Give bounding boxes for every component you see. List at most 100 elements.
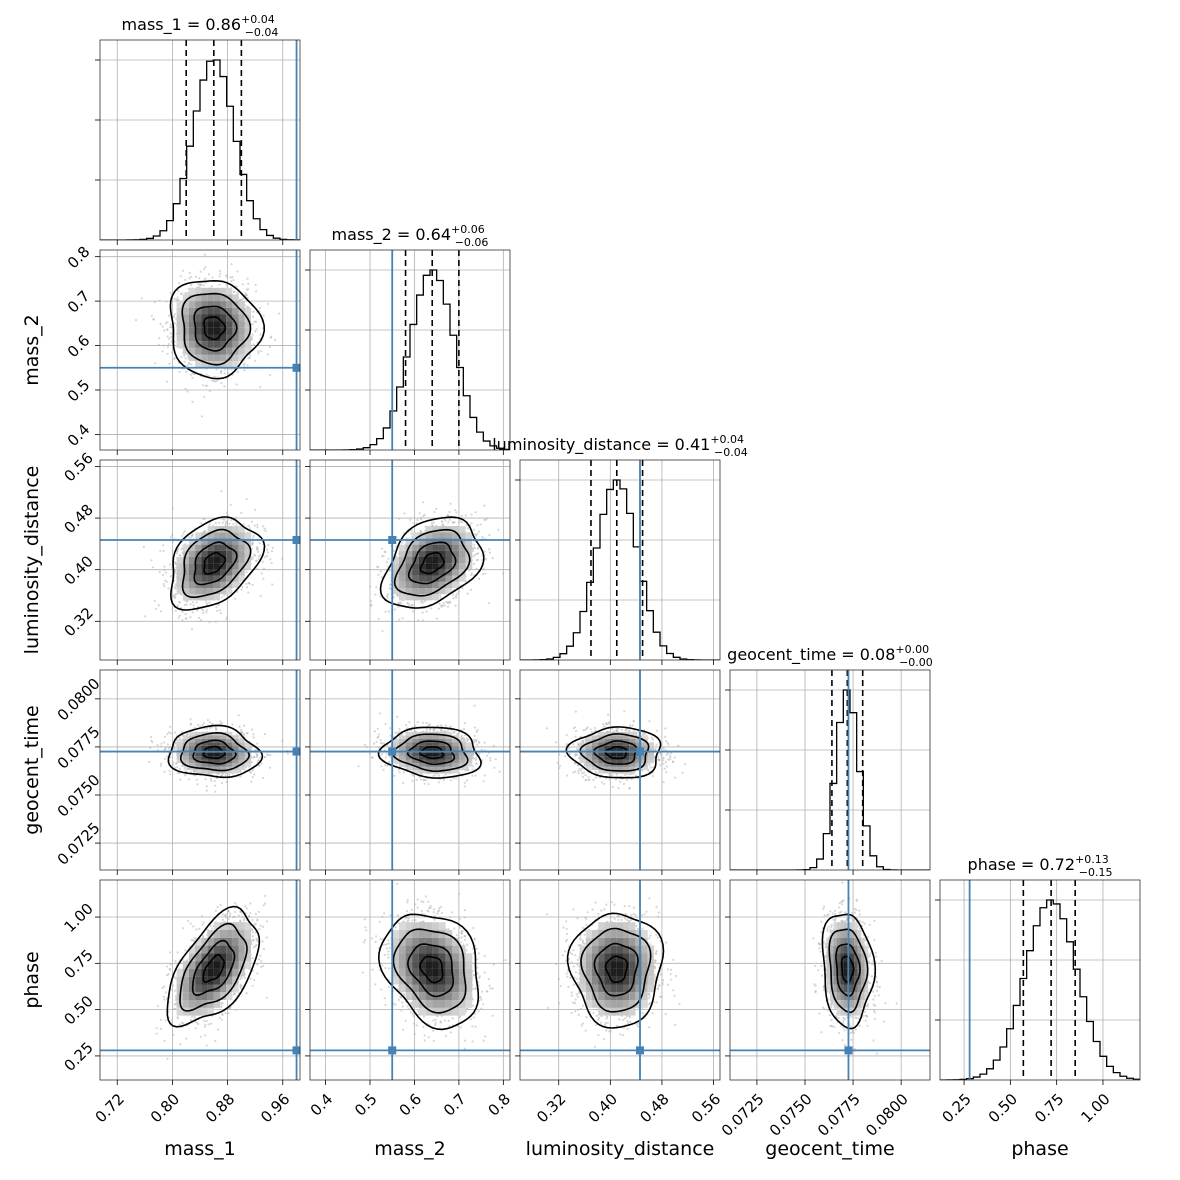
contour-line	[203, 551, 227, 575]
sample-point	[198, 277, 201, 280]
density-cell	[398, 563, 406, 570]
density-cell	[452, 581, 459, 588]
density-cell	[398, 550, 406, 557]
sample-point	[412, 522, 415, 525]
sample-point	[445, 600, 448, 604]
density-cell	[182, 307, 189, 315]
sample-point	[187, 354, 190, 357]
panel-frame	[99, 459, 301, 661]
sample-point	[419, 529, 422, 533]
density-cell	[195, 563, 202, 570]
sample-point	[248, 527, 252, 530]
sample-point	[169, 725, 172, 728]
sample-point	[190, 363, 193, 366]
sample-point	[420, 518, 423, 521]
sample-point	[187, 361, 190, 364]
density-cell	[226, 301, 233, 308]
sample-point	[155, 608, 158, 611]
density-cell	[398, 575, 406, 582]
density-cell	[207, 594, 214, 601]
sample-point	[246, 277, 249, 280]
density-cell	[405, 550, 413, 557]
sample-point	[476, 558, 479, 561]
density-cell	[213, 294, 220, 302]
sample-point	[177, 289, 180, 292]
density-cell	[195, 575, 202, 582]
density-cell	[465, 557, 473, 564]
sample-point	[184, 613, 187, 616]
sample-point	[167, 314, 170, 317]
density-cell	[244, 544, 251, 551]
density-cell	[438, 557, 446, 564]
density-cell	[195, 334, 202, 342]
sample-point	[218, 283, 221, 286]
sample-point	[479, 523, 482, 526]
sample-point	[380, 547, 384, 550]
contour-line	[393, 528, 471, 597]
sample-point	[452, 597, 455, 600]
density-cell	[220, 581, 227, 588]
sample-point	[446, 605, 450, 608]
sample-point	[214, 620, 217, 624]
sample-point	[235, 285, 238, 288]
sample-point	[215, 368, 218, 371]
density-cell	[213, 550, 220, 557]
contour-line	[407, 541, 457, 585]
sample-point	[376, 565, 379, 568]
sample-point	[475, 552, 478, 556]
sample-point	[189, 373, 192, 376]
sample-point	[173, 357, 176, 360]
density-cell	[405, 557, 413, 564]
sample-point	[455, 596, 458, 599]
sample-point	[250, 547, 254, 550]
sample-point	[464, 514, 467, 517]
sample-point	[251, 776, 254, 779]
sample-point	[421, 611, 424, 614]
panel-frame	[99, 249, 301, 451]
density-cell	[182, 347, 189, 355]
density-cell	[226, 314, 233, 322]
sample-point	[419, 601, 422, 604]
density-cell	[438, 588, 446, 595]
sample-point	[225, 618, 228, 621]
sample-point	[418, 512, 421, 515]
sample-point	[380, 576, 383, 579]
sample-point	[177, 547, 180, 551]
sample-point	[173, 561, 176, 564]
density-cell	[220, 327, 227, 335]
density-cell	[207, 575, 214, 582]
density-cell	[226, 327, 233, 335]
sample-point	[396, 594, 399, 597]
density-cell	[182, 334, 189, 342]
contour-line	[169, 279, 266, 380]
sample-point	[189, 616, 192, 619]
panel-mass_1-vs-luminosity_distance: 0.320.400.480.56	[61, 449, 301, 665]
sample-point	[171, 507, 174, 510]
density-cell	[207, 341, 214, 348]
sample-point	[259, 386, 262, 389]
y-tick-label: 0.32	[61, 604, 97, 640]
sample-point	[267, 543, 270, 547]
sample-point	[250, 520, 253, 523]
sample-point	[375, 586, 378, 589]
sample-point	[159, 322, 162, 326]
density-cell	[244, 563, 251, 570]
sample-point	[461, 587, 464, 590]
sample-point	[243, 364, 246, 367]
sample-point	[408, 604, 411, 607]
sample-point	[244, 292, 247, 295]
sample-point	[182, 269, 185, 272]
sample-point	[468, 569, 471, 572]
sample-point	[221, 518, 224, 521]
sample-point	[144, 615, 147, 618]
density-cell	[182, 544, 189, 551]
sample-point	[237, 370, 240, 373]
sample-point	[162, 344, 165, 347]
sample-point	[220, 382, 223, 385]
density-cell	[232, 550, 239, 557]
sample-point	[186, 364, 189, 367]
density-cell	[176, 327, 183, 335]
sample-point	[181, 610, 184, 614]
density-cell	[195, 301, 202, 308]
contour-line	[379, 516, 485, 609]
